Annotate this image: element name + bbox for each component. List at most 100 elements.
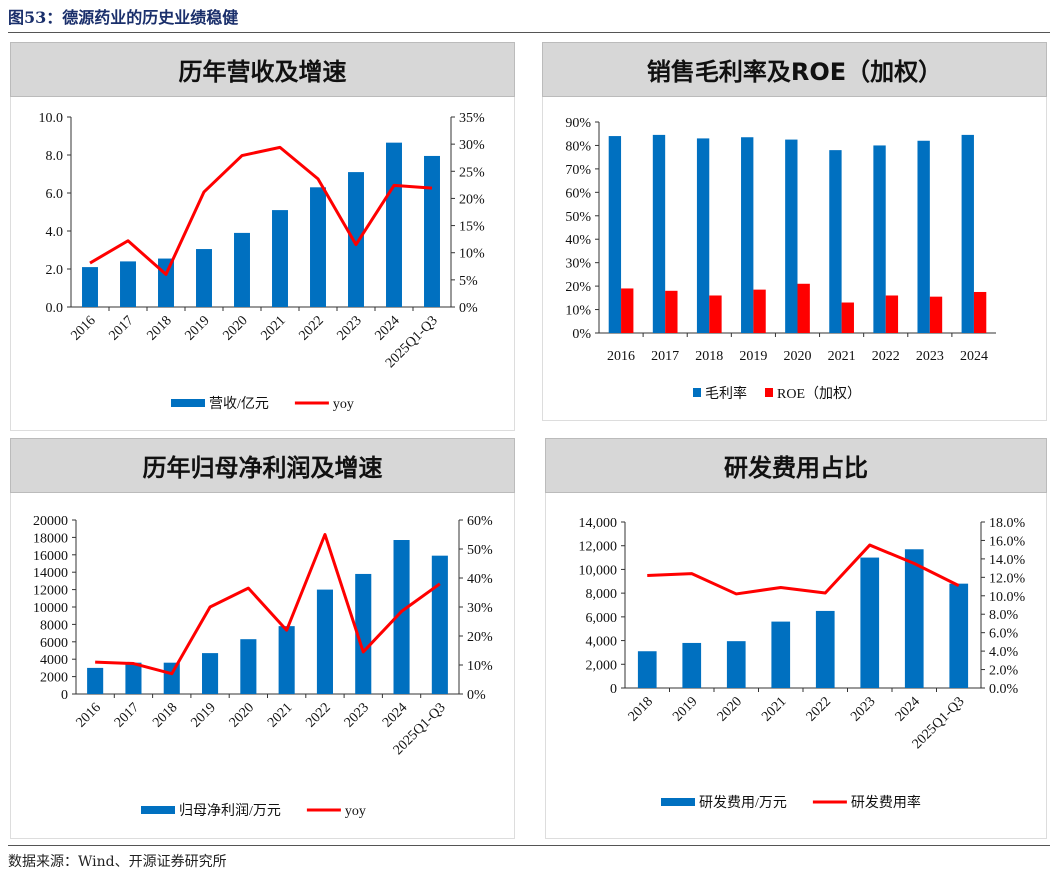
- legend-swatch: [171, 399, 205, 407]
- y-tick-label: 2.0: [46, 263, 64, 278]
- x-tick-label: 2018: [626, 694, 656, 724]
- y-tick-label: 6.0: [46, 187, 64, 202]
- netprofit-chart-panel: 历年归母净利润及增速 0 2000 4000 6000 8000 10000 12000 14…: [10, 438, 515, 839]
- y2-tick-label: 4.0%: [989, 645, 1019, 660]
- chart-title: 历年营收及增速: [10, 42, 515, 97]
- legend-label: 研发费用/万元: [699, 795, 787, 811]
- x-tick-label: 2016: [68, 313, 98, 343]
- x-tick-label: 2019: [670, 694, 700, 724]
- bar-营收/亿元: [348, 172, 364, 307]
- bar-研发费用/万元: [815, 610, 835, 688]
- y-tick-label: 12,000: [579, 540, 618, 555]
- x-tick-label: 2024: [893, 694, 923, 724]
- y2-tick-label: 14.0%: [989, 553, 1026, 568]
- legend-label: yoy: [345, 804, 366, 819]
- x-tick-label: 2017: [112, 700, 142, 730]
- x-tick-label: 2022: [804, 694, 834, 724]
- bar-归母净利润/万元: [202, 653, 219, 694]
- y2-tick-label: 10.0%: [989, 590, 1026, 605]
- bar-营收/亿元: [82, 267, 98, 307]
- bar-ROE（加权）: [885, 295, 899, 333]
- bar-毛利率: [785, 139, 798, 333]
- revenue-chart-panel: 历年营收及增速 0.0 2.0 4.0 6.0 8.0 10.0 0% 5% 10% 15% 20%…: [10, 42, 515, 431]
- legend-label: 营收/亿元: [209, 396, 269, 412]
- x-tick-label: 2016: [74, 700, 104, 730]
- y-tick-label: 0: [610, 682, 617, 697]
- x-tick-label: 2021: [759, 694, 789, 724]
- legend-swatch: [765, 388, 773, 397]
- y2-tick-label: 18.0%: [989, 516, 1026, 531]
- y2-tick-label: 10%: [459, 247, 485, 262]
- bar-研发费用/万元: [726, 641, 746, 688]
- y2-tick-label: 12.0%: [989, 571, 1026, 586]
- y2-tick-label: 40%: [467, 572, 493, 587]
- y-tick-label: 40%: [565, 233, 591, 248]
- x-tick-label: 2024: [372, 313, 402, 343]
- bar-归母净利润/万元: [240, 639, 257, 694]
- legend-label: 毛利率: [705, 385, 747, 402]
- chart-title: 历年归母净利润及增速: [10, 438, 515, 493]
- chart-title: 销售毛利率及ROE（加权）: [542, 42, 1047, 97]
- legend-label: yoy: [333, 397, 354, 412]
- data-source: 数据来源：Wind、开源证券研究所: [8, 854, 227, 870]
- line-yoy: [89, 145, 433, 276]
- x-tick-label: 2023: [916, 349, 944, 364]
- y2-tick-label: 0%: [467, 688, 486, 703]
- x-tick-label: 2019: [188, 700, 218, 730]
- x-tick-label: 2018: [150, 700, 180, 730]
- y-tick-label: 2000: [40, 671, 68, 686]
- y-tick-label: 0.0: [46, 301, 64, 316]
- y2-tick-label: 5%: [459, 274, 478, 289]
- y2-tick-label: 30%: [467, 601, 493, 616]
- bar-ROE（加权）: [753, 289, 766, 333]
- bar-毛利率: [873, 145, 886, 333]
- x-tick-label: 2023: [334, 313, 364, 343]
- y2-tick-label: 20%: [459, 192, 485, 207]
- y2-tick-label: 50%: [467, 543, 493, 558]
- y2-tick-label: 60%: [467, 514, 493, 529]
- x-tick-label: 2022: [872, 349, 900, 364]
- x-tick-label: 2021: [828, 349, 856, 364]
- y2-tick-label: 20%: [467, 630, 493, 645]
- legend-label: 研发费用率: [851, 794, 921, 811]
- legend-swatch: [693, 388, 701, 397]
- x-tick-label: 2016: [607, 349, 635, 364]
- y-tick-label: 4.0: [46, 225, 64, 240]
- x-tick-label: 2018: [144, 313, 174, 343]
- y2-tick-label: 15%: [459, 220, 485, 235]
- y-tick-label: 8.0: [46, 149, 64, 164]
- y-tick-label: 10.0: [39, 111, 64, 126]
- y2-tick-label: 0.0%: [989, 682, 1019, 697]
- y2-tick-label: 6.0%: [989, 627, 1019, 642]
- x-tick-label: 2020: [220, 313, 250, 343]
- y-tick-label: 18000: [33, 531, 68, 546]
- x-tick-label: 2020: [227, 700, 257, 730]
- bar-ROE（加权）: [841, 302, 854, 333]
- y-tick-label: 14,000: [579, 516, 618, 531]
- legend-swatch: [141, 806, 175, 814]
- y2-tick-label: 0%: [459, 301, 478, 316]
- bar-归母净利润/万元: [355, 573, 372, 694]
- y-tick-label: 16000: [33, 549, 68, 564]
- x-tick-label: 2024: [380, 700, 410, 730]
- y-tick-label: 60%: [565, 186, 591, 201]
- y-tick-label: 0%: [572, 327, 591, 342]
- bar-毛利率: [652, 134, 666, 333]
- figure-title: 图53：德源药业的历史业绩稳健: [8, 8, 239, 27]
- line-yoy: [95, 533, 441, 676]
- y-tick-label: 10%: [565, 304, 591, 319]
- y2-tick-label: 2.0%: [989, 664, 1019, 679]
- y-tick-label: 70%: [565, 163, 591, 178]
- y-tick-label: 14000: [33, 566, 68, 581]
- legend-swatch: [661, 798, 695, 806]
- bar-归母净利润/万元: [87, 667, 104, 694]
- y-tick-label: 4,000: [586, 635, 618, 650]
- y2-tick-label: 8.0%: [989, 608, 1019, 623]
- y-tick-label: 90%: [565, 116, 591, 131]
- bar-营收/亿元: [424, 155, 440, 307]
- bar-研发费用/万元: [949, 583, 969, 688]
- bar-ROE（加权）: [709, 295, 722, 333]
- x-tick-label: 2023: [848, 694, 878, 724]
- bar-归母净利润/万元: [125, 662, 142, 694]
- bar-ROE（加权）: [929, 296, 943, 333]
